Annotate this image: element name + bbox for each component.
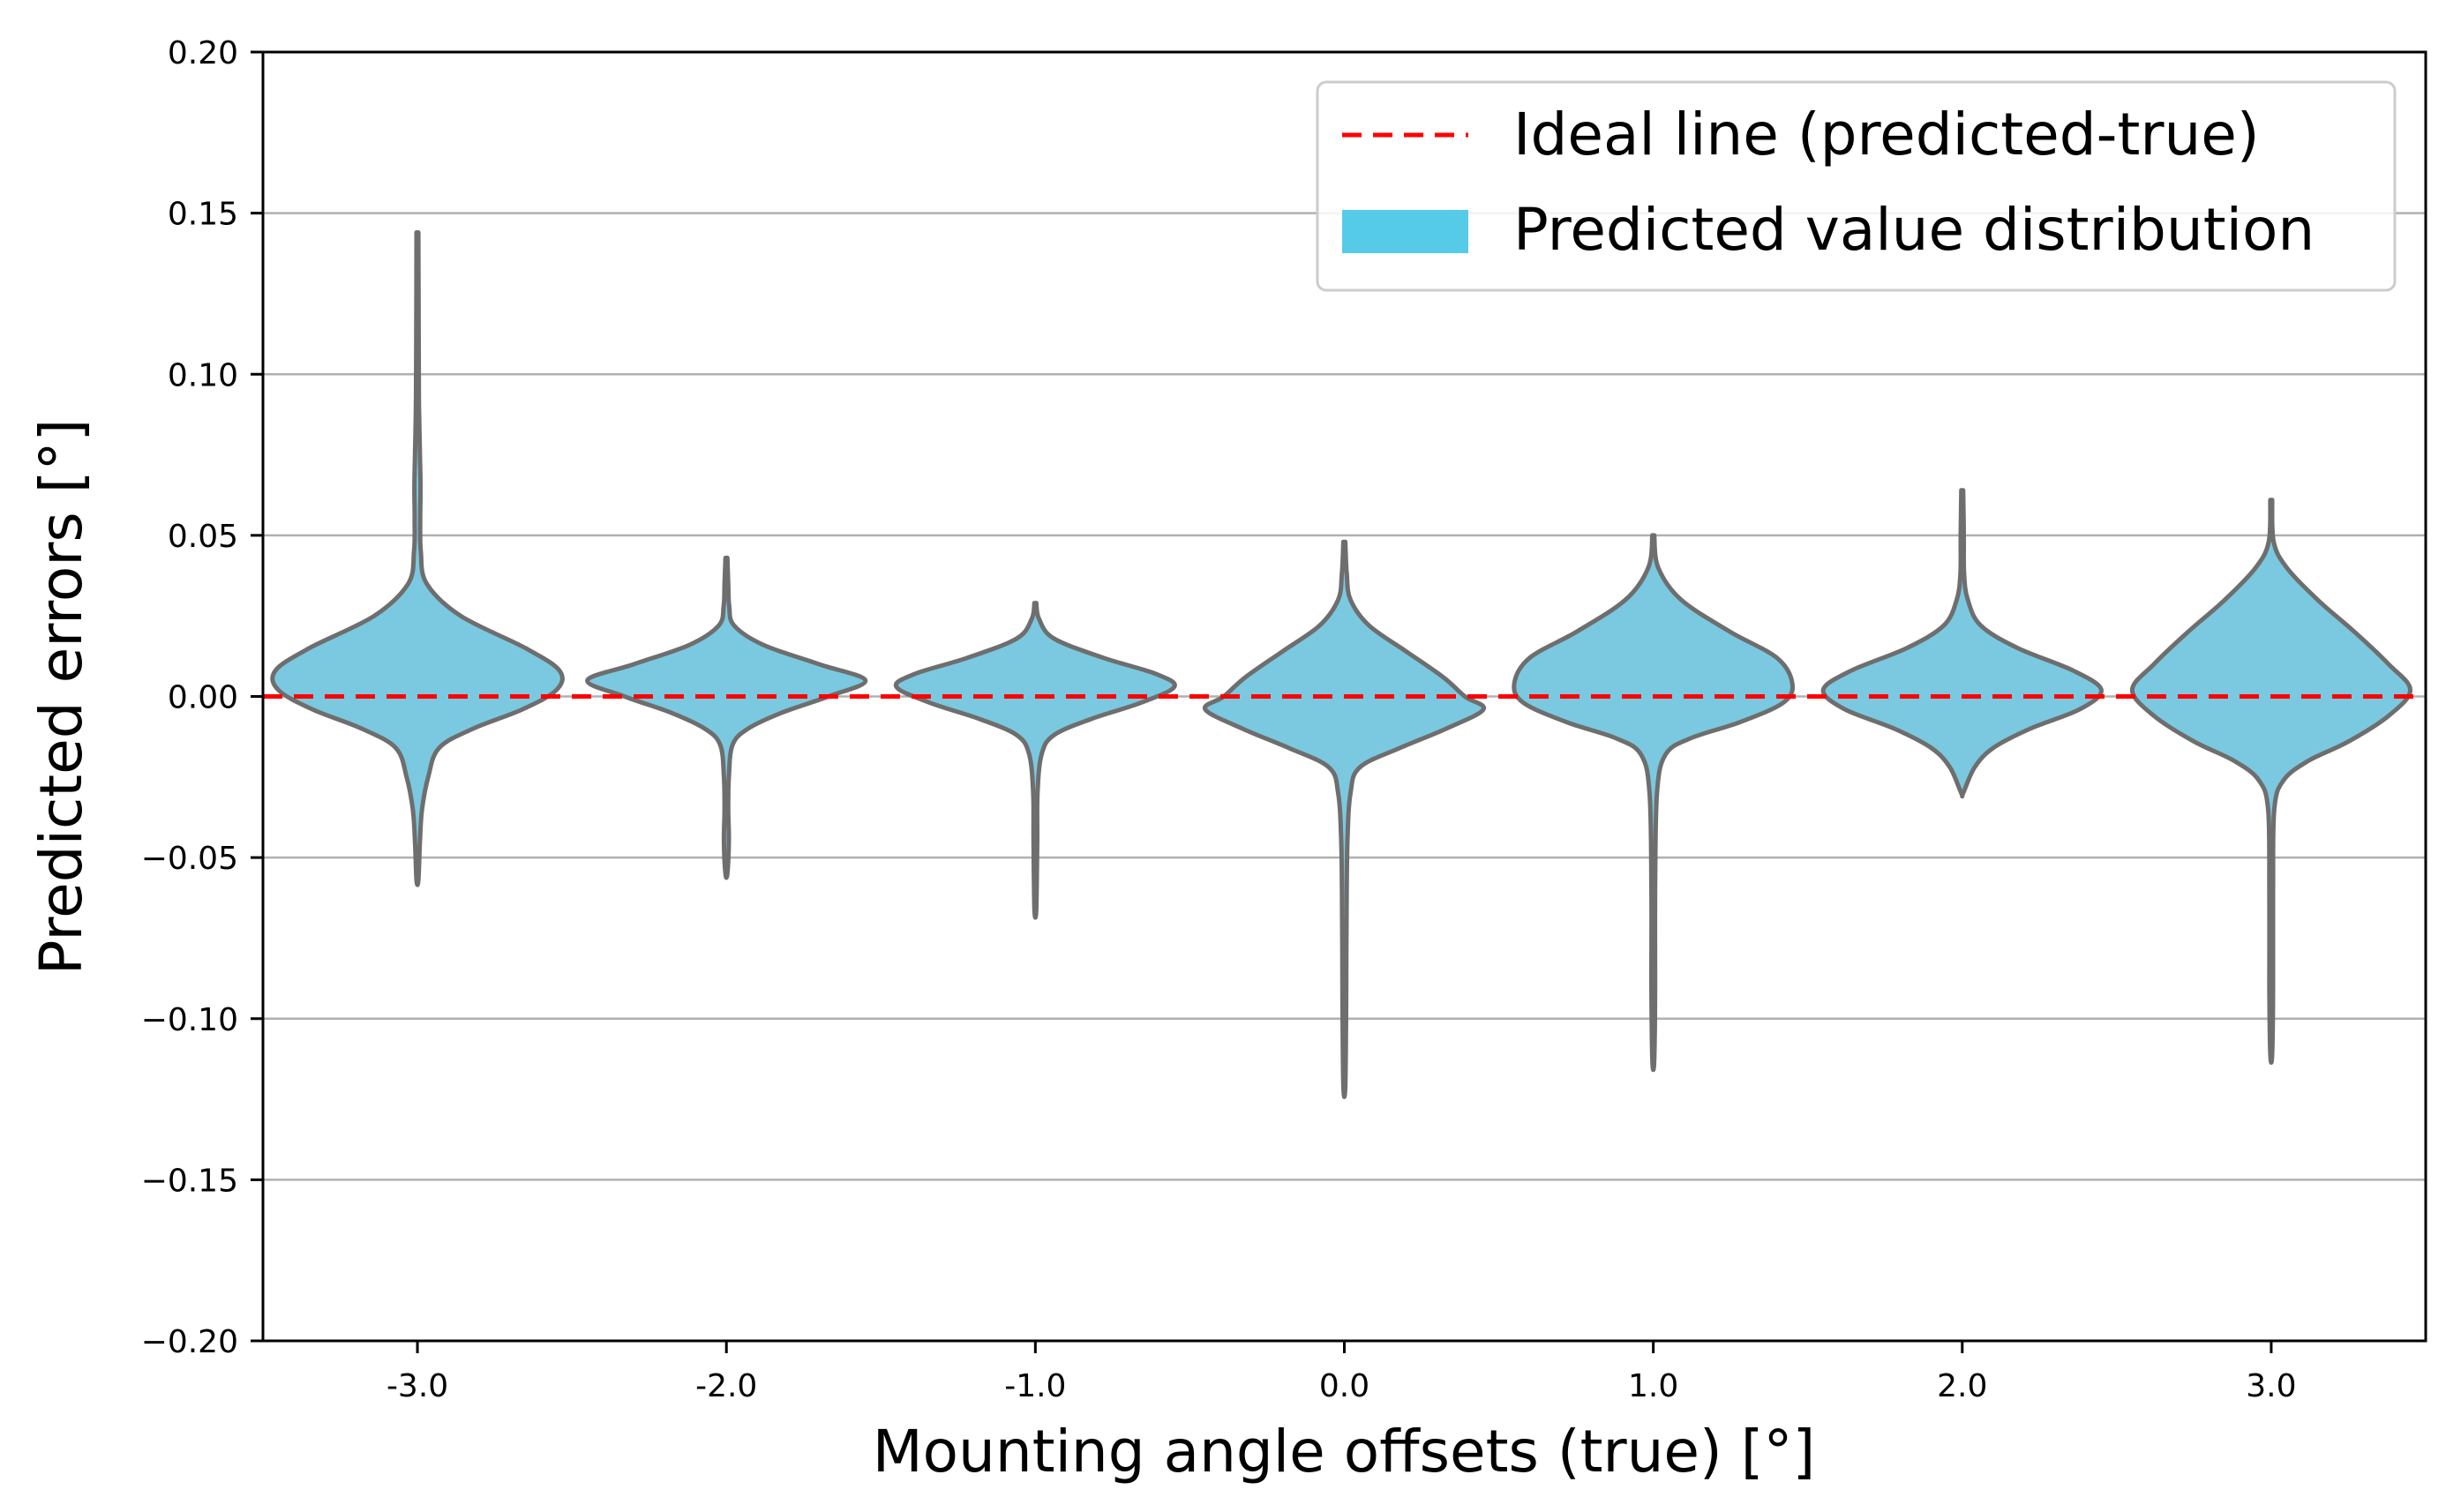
legend-frame [1316, 80, 2397, 292]
y-tick-label: −0.20 [141, 1324, 238, 1360]
legend-distribution-swatch [1342, 210, 1468, 253]
violin-1.0 [1512, 533, 1795, 1073]
y-tick-label: 0.10 [168, 357, 238, 393]
y-axis-ticks: 0.20 0.15 0.10 0.05 0.00 −0.05 −0.10 −0.15 −0.20 [141, 35, 263, 1360]
x-tick-label: 1.0 [1628, 1368, 1678, 1404]
violin-3.0 [2129, 498, 2412, 1065]
violin-2.0 [1820, 488, 2104, 799]
x-axis-title: Mounting angle offsets (true) [°] [873, 1418, 1816, 1486]
y-tick-label: −0.15 [141, 1163, 238, 1199]
y-tick-label: 0.05 [168, 519, 238, 555]
x-tick-label: -1.0 [1004, 1368, 1066, 1404]
legend-ideal-line-label: Ideal line (predicted-true) [1513, 101, 2260, 168]
legend: Ideal line (predicted-true) Predicted va… [1316, 80, 2397, 292]
y-tick-label: −0.10 [141, 1002, 238, 1038]
x-tick-label: 3.0 [2246, 1368, 2296, 1404]
x-tick-label: -3.0 [386, 1368, 448, 1404]
y-tick-label: 0.20 [168, 35, 238, 71]
y-tick-label: 0.00 [168, 680, 238, 716]
y-axis-title: Predicted errors [°] [27, 419, 95, 975]
violin--1.0 [893, 601, 1177, 920]
x-tick-label: -2.0 [695, 1368, 757, 1404]
x-tick-label: 0.0 [1319, 1368, 1369, 1404]
violin-0.0 [1202, 539, 1487, 1099]
x-tick-label: 2.0 [1937, 1368, 1987, 1404]
y-tick-label: −0.05 [141, 841, 238, 877]
legend-distribution-label: Predicted value distribution [1513, 196, 2315, 264]
violin--3.0 [270, 230, 565, 887]
violins [270, 230, 2412, 1099]
y-tick-label: 0.15 [168, 197, 238, 233]
x-axis-ticks: -3.0 -2.0 -1.0 0.0 1.0 2.0 3.0 [386, 1341, 2297, 1404]
violin--2.0 [585, 555, 868, 880]
